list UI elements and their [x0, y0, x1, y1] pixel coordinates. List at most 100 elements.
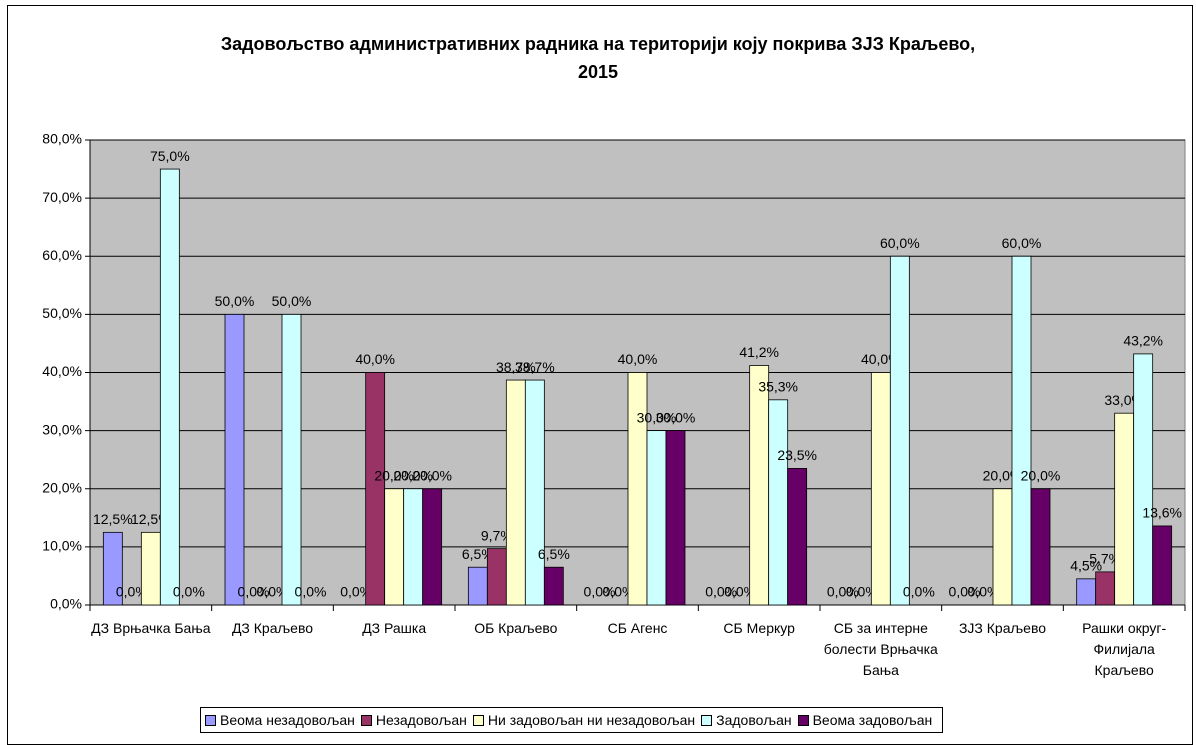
legend-label: Задовољан [716, 712, 792, 728]
bar [627, 372, 648, 606]
legend-label: Веома незадовољан [220, 712, 355, 728]
bar [749, 365, 770, 606]
x-tick-label: ЗЈЗ Краљево [958, 620, 1047, 636]
legend-label: Незадовољан [375, 712, 467, 728]
bar [665, 430, 686, 606]
data-label: 13,6% [1142, 505, 1182, 521]
data-label: 0,0% [724, 584, 756, 600]
y-tick-label: 0,0% [50, 596, 82, 612]
data-label: 0,0% [257, 584, 289, 600]
data-label: 60,0% [1002, 235, 1042, 251]
legend-item: Веома задовољан [797, 712, 933, 728]
data-label: 0,0% [584, 584, 616, 600]
bar [646, 430, 667, 606]
chart-title: Задовољство административних радника на … [220, 34, 976, 82]
y-tick-label: 60,0% [42, 247, 82, 263]
y-tick-label: 40,0% [42, 363, 82, 379]
bar [224, 313, 245, 606]
bar [1076, 578, 1097, 606]
bar [1011, 255, 1032, 606]
data-label: 6,5% [538, 546, 570, 562]
legend-item: Ни задовољан ни незадовољан [472, 712, 696, 728]
data-label: 38,7% [515, 359, 555, 375]
bar [486, 548, 507, 606]
data-label: 20,0% [393, 467, 433, 483]
data-label: 0,0% [116, 584, 148, 600]
data-label: 23,5% [777, 447, 817, 463]
data-label: 20,0% [412, 467, 452, 483]
x-tick-label: СБ Меркур [723, 620, 795, 636]
bar [467, 566, 488, 606]
data-label: 0,0% [340, 584, 372, 600]
x-tick-label: СБ за интерне болести Врњачка Бања [823, 620, 938, 678]
y-tick-label: 50,0% [42, 305, 82, 321]
bar [102, 531, 123, 606]
data-label: 43,2% [1123, 333, 1163, 349]
data-label: 35,3% [758, 379, 798, 395]
bar [543, 566, 564, 606]
bar [140, 531, 161, 606]
y-tick-label: 20,0% [42, 479, 82, 495]
bar [1095, 571, 1116, 606]
legend-item: Веома незадовољан [205, 712, 355, 728]
data-label: 50,0% [215, 293, 255, 309]
y-tick-label: 10,0% [42, 538, 82, 554]
x-tick-label: Рашки округ-Филијала Краљево [1082, 620, 1167, 678]
legend-swatch [472, 714, 484, 726]
data-label: 6,5% [462, 546, 494, 562]
x-tick-label: ОБ Краљево [474, 620, 558, 636]
x-tick-label: ДЗ Краљево [231, 620, 314, 636]
bar [505, 379, 526, 606]
bar [365, 372, 386, 606]
legend: Веома незадовољан Незадовољан Ни задовољан… [200, 707, 944, 733]
bar [787, 468, 808, 606]
data-label: 0,0% [238, 584, 270, 600]
bar [992, 488, 1013, 606]
data-label: 0,0% [949, 584, 981, 600]
bar [870, 372, 891, 606]
data-label: 38,7% [496, 359, 536, 375]
data-label: 4,5% [1070, 558, 1102, 574]
data-label: 0,0% [968, 584, 1000, 600]
bar [1152, 525, 1173, 606]
legend-swatch [360, 714, 372, 726]
x-tick-label: СБ Агенс [607, 620, 668, 636]
data-label: 50,0% [272, 293, 312, 309]
legend-item: Незадовољан [360, 712, 467, 728]
data-label: 12,5% [93, 511, 133, 527]
bar [281, 313, 302, 606]
data-label: 0,0% [903, 584, 935, 600]
bar [159, 168, 180, 606]
data-label: 60,0% [880, 235, 920, 251]
bar [768, 399, 789, 606]
bar [889, 255, 910, 606]
y-tick-label: 70,0% [42, 189, 82, 205]
data-label: 0,0% [295, 584, 327, 600]
data-label: 30,0% [656, 409, 696, 425]
legend-swatch [205, 714, 216, 726]
data-label: 0,0% [705, 584, 737, 600]
bar [422, 488, 443, 606]
data-label: 0,0% [827, 584, 859, 600]
data-label: 20,0% [1021, 467, 1061, 483]
data-label: 20,0% [374, 467, 414, 483]
bar [1114, 412, 1135, 606]
bar [384, 488, 405, 606]
data-label: 9,7% [481, 527, 513, 543]
data-label: 41,2% [739, 344, 779, 360]
bar [403, 488, 424, 606]
legend-label: Ни задовољан ни незадовољан [487, 712, 696, 728]
legend-item: Задовољан [701, 712, 792, 728]
y-tick-label: 30,0% [42, 421, 82, 437]
x-tick-label: ДЗ Рашка [362, 620, 427, 636]
legend-swatch [797, 714, 809, 726]
data-label: 40,0% [355, 351, 395, 367]
data-label: 75,0% [150, 148, 190, 164]
x-tick-label: ДЗ Врњачка Бања [91, 620, 211, 636]
legend-swatch [701, 714, 713, 726]
legend-label: Веома задовољан [812, 712, 933, 728]
y-tick-label: 80,0% [42, 131, 82, 147]
bar [1133, 353, 1154, 606]
